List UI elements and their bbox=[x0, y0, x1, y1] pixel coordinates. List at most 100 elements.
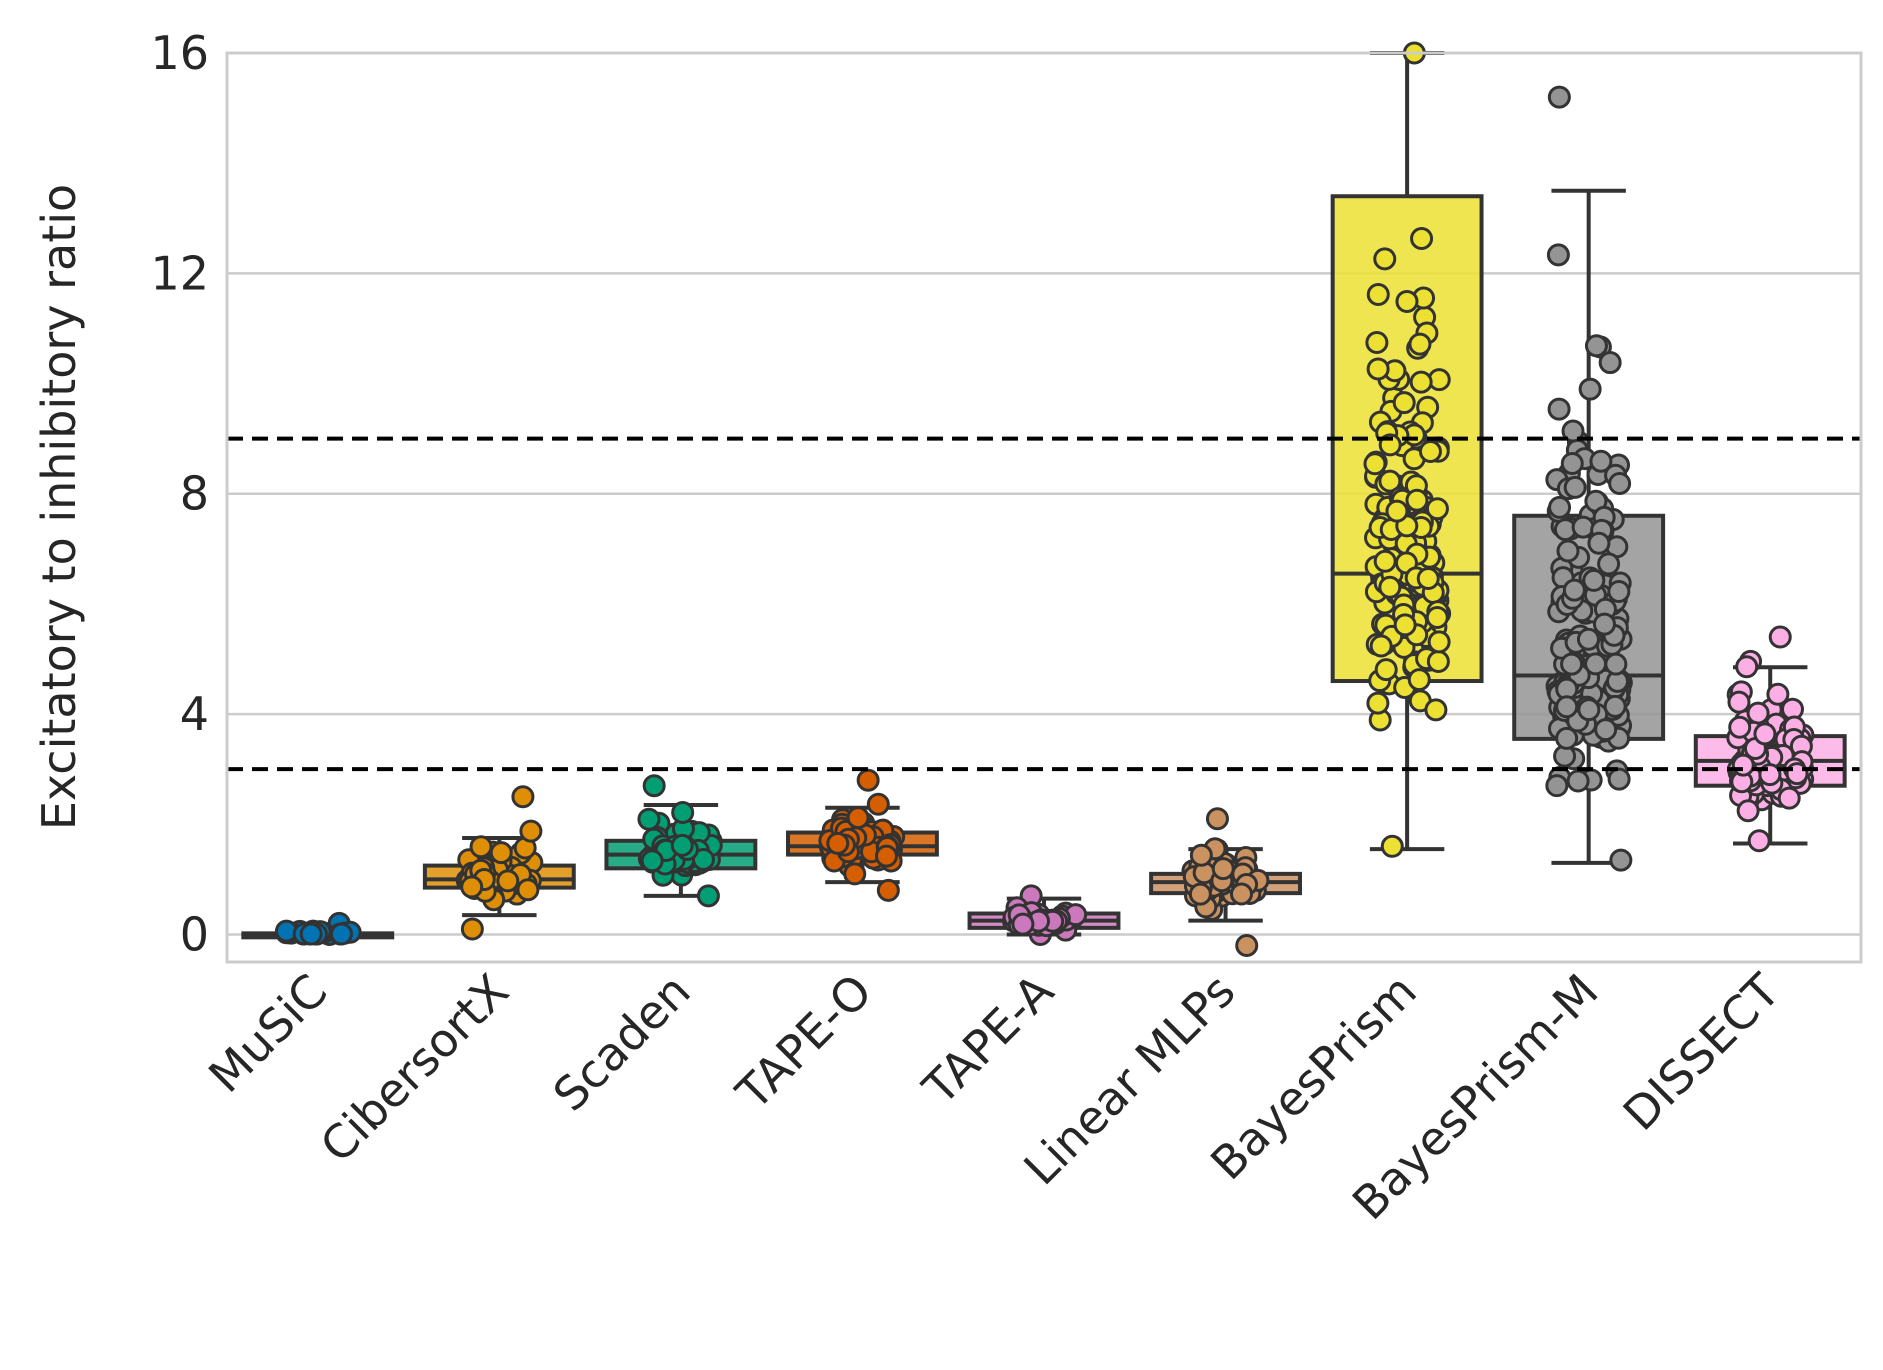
points bbox=[274, 41, 1815, 957]
data-point bbox=[1378, 469, 1402, 493]
data-point bbox=[1188, 882, 1212, 906]
x-tick-label: TAPE-A bbox=[912, 963, 1064, 1115]
data-point bbox=[496, 869, 520, 893]
y-tick-label: 12 bbox=[150, 246, 209, 300]
data-point bbox=[1566, 769, 1590, 793]
data-point bbox=[1373, 247, 1397, 271]
data-point bbox=[696, 884, 720, 908]
data-point bbox=[516, 878, 540, 902]
data-point bbox=[1736, 799, 1760, 823]
data-point bbox=[1555, 695, 1579, 719]
data-point bbox=[1607, 579, 1631, 603]
data-point bbox=[866, 792, 890, 816]
data-point bbox=[846, 806, 870, 830]
data-point bbox=[1366, 357, 1390, 381]
data-point bbox=[1427, 630, 1451, 654]
data-point bbox=[1366, 283, 1390, 307]
data-point bbox=[299, 922, 323, 946]
y-tick-label: 4 bbox=[180, 687, 209, 741]
data-point bbox=[1785, 762, 1809, 786]
data-point bbox=[1746, 701, 1770, 725]
data-point bbox=[1410, 227, 1434, 251]
data-point bbox=[1373, 549, 1397, 573]
data-point bbox=[1425, 606, 1449, 630]
plot-border bbox=[225, 51, 1863, 964]
data-point bbox=[1560, 452, 1584, 476]
data-point bbox=[1607, 767, 1631, 791]
data-point bbox=[1189, 843, 1213, 867]
data-point bbox=[1594, 718, 1618, 742]
data-point bbox=[856, 768, 880, 792]
data-point bbox=[460, 875, 484, 899]
data-point bbox=[1425, 497, 1449, 521]
data-point bbox=[1766, 682, 1790, 706]
data-point bbox=[843, 862, 867, 886]
data-point bbox=[1426, 649, 1450, 673]
data-point bbox=[1598, 351, 1622, 375]
data-point bbox=[460, 917, 484, 941]
data-point bbox=[1418, 439, 1442, 463]
data-point bbox=[1592, 612, 1616, 636]
y-tick-label: 0 bbox=[180, 907, 209, 961]
data-point bbox=[642, 774, 666, 798]
data-point bbox=[1609, 848, 1633, 872]
data-point bbox=[1584, 334, 1608, 358]
data-point bbox=[1777, 786, 1801, 810]
data-point bbox=[1366, 691, 1390, 715]
data-point bbox=[1374, 658, 1398, 682]
data-point bbox=[1747, 829, 1771, 853]
reference-lines bbox=[227, 436, 1861, 772]
data-point bbox=[1727, 690, 1751, 714]
data-point bbox=[1229, 882, 1253, 906]
data-point bbox=[1416, 566, 1440, 590]
data-point bbox=[511, 785, 535, 809]
data-point bbox=[1728, 715, 1752, 739]
x-tick-label: CibersortX bbox=[310, 964, 519, 1173]
data-point bbox=[1408, 332, 1432, 356]
data-point bbox=[519, 819, 543, 843]
data-point bbox=[1547, 85, 1571, 109]
data-point bbox=[826, 831, 850, 855]
x-tick-label: Scaden bbox=[543, 964, 701, 1122]
data-point bbox=[670, 833, 694, 857]
data-point bbox=[640, 849, 664, 873]
data-point bbox=[1235, 933, 1259, 957]
data-point bbox=[1365, 330, 1389, 354]
data-point bbox=[1369, 634, 1393, 658]
data-point bbox=[1424, 698, 1448, 722]
data-point bbox=[1378, 575, 1402, 599]
data-point bbox=[1587, 531, 1611, 555]
data-point bbox=[1409, 370, 1433, 394]
data-point bbox=[1608, 471, 1632, 495]
data-point bbox=[1211, 857, 1235, 881]
x-tick-label: MuSiC bbox=[198, 964, 337, 1103]
data-point bbox=[329, 922, 353, 946]
data-point bbox=[876, 878, 900, 902]
data-point bbox=[1405, 488, 1429, 512]
data-point bbox=[1011, 912, 1035, 936]
data-point bbox=[1582, 568, 1606, 592]
data-point bbox=[1407, 668, 1431, 692]
data-point bbox=[1363, 452, 1387, 476]
data-point bbox=[1545, 774, 1569, 798]
data-point bbox=[1548, 495, 1572, 519]
data-point bbox=[1571, 515, 1595, 539]
data-point bbox=[489, 841, 513, 865]
y-tick-label: 8 bbox=[180, 467, 209, 521]
data-point bbox=[1380, 834, 1404, 858]
data-point bbox=[1768, 625, 1792, 649]
data-point bbox=[1563, 475, 1587, 499]
y-tick-label: 16 bbox=[150, 26, 209, 80]
data-point bbox=[671, 800, 695, 824]
data-point bbox=[1393, 613, 1417, 637]
data-point bbox=[1604, 652, 1628, 676]
data-point bbox=[691, 847, 715, 871]
data-point bbox=[1589, 449, 1613, 473]
data-point bbox=[1735, 655, 1759, 679]
x-tick-label: TAPE-O bbox=[725, 964, 882, 1121]
data-point bbox=[1205, 807, 1229, 831]
data-point bbox=[1577, 698, 1601, 722]
data-point bbox=[1385, 499, 1409, 523]
data-point bbox=[1597, 552, 1621, 576]
